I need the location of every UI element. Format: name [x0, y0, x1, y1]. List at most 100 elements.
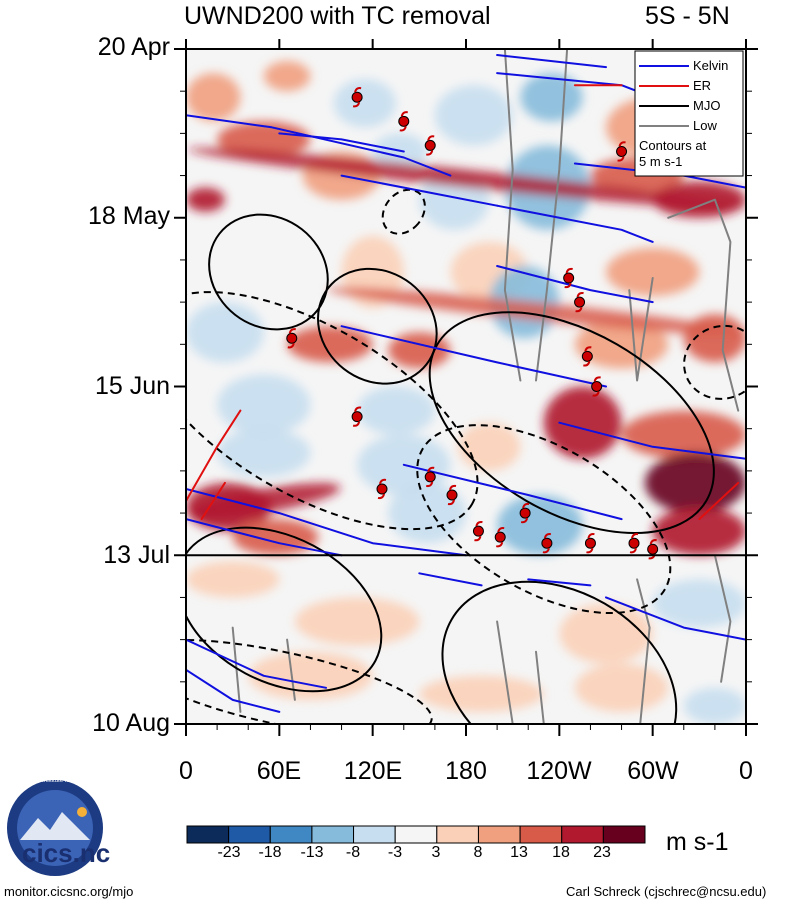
heatmap-cell: [644, 452, 746, 514]
heatmap-cell: [419, 675, 544, 712]
tick-layer: [174, 39, 758, 736]
heatmap-cell: [232, 229, 326, 291]
logo-text: cics.nc: [22, 838, 111, 868]
heatmap-cell: [520, 73, 583, 122]
colorbar-swatch: [353, 825, 396, 844]
y-tick-label: 20 Apr: [97, 33, 170, 61]
heatmap-streak: [187, 483, 341, 519]
mjo-contour-negative: [186, 291, 479, 531]
chart-region: 5S - 5N: [645, 2, 730, 30]
tropical-cyclone-icon: [472, 520, 484, 542]
heatmap-cell: [574, 663, 669, 712]
colorbar-label: 23: [593, 844, 611, 861]
tropical-cyclone-icon: [376, 478, 388, 500]
tropical-cyclone-icon: [647, 539, 659, 560]
x-tick-label: 60E: [256, 757, 302, 785]
kelvin-contour: [496, 204, 654, 243]
kelvin-contour: [186, 114, 452, 177]
heatmap-cell: [543, 386, 622, 459]
kelvin-contour: [527, 578, 592, 587]
x-tick-label: 0: [179, 757, 193, 785]
heatmap-cell: [606, 247, 700, 297]
low-contour: [628, 277, 654, 382]
legend-note: Contours at: [639, 138, 707, 153]
y-tick-label: 15 Jun: [94, 372, 170, 400]
colorbar-label: 18: [552, 844, 570, 861]
heatmap-cell: [683, 314, 746, 363]
er-contour: [186, 409, 242, 502]
x-tick-label: 0: [739, 757, 753, 785]
heatmap-cell: [497, 494, 583, 556]
legend-label-low: Low: [693, 118, 717, 133]
heatmap-streak: [187, 147, 745, 210]
tropical-cyclone-icon: [628, 533, 640, 554]
kelvin-contour: [496, 265, 654, 304]
mjo-contour-negative: [381, 188, 426, 235]
mjo-contour-positive: [186, 526, 383, 693]
heatmap-cell: [458, 422, 521, 471]
mjo-contour-negative: [186, 638, 433, 724]
logo-sun-icon: [77, 807, 87, 817]
low-contour: [231, 626, 242, 713]
kelvin-contour: [340, 325, 607, 388]
y-tick-label: 18 May: [88, 202, 170, 230]
heatmap-cell: [450, 591, 544, 640]
mjo-contour-positive: [317, 267, 438, 385]
kelvin-contour: [186, 488, 467, 557]
low-contour: [503, 49, 522, 382]
y-tick-label: 10 Aug: [92, 709, 170, 737]
tropical-cyclone-icon: [424, 135, 436, 156]
kelvin-contour: [278, 132, 405, 153]
y-tick-label: 13 Jul: [103, 541, 170, 569]
kelvin-contour: [402, 463, 623, 521]
colorbar-swatch: [561, 825, 604, 844]
x-tick-label: 120E: [343, 757, 403, 785]
heatmap-cell: [287, 326, 373, 363]
tropical-cyclone-icon: [581, 346, 593, 367]
heatmap-cell: [294, 597, 420, 646]
colorbar-swatch: [477, 825, 521, 844]
kelvin-contour: [340, 174, 499, 207]
low-contour: [535, 49, 569, 382]
tropical-cyclone-icon: [584, 533, 596, 554]
colorbar-label: 8: [473, 844, 483, 861]
heatmap-cell: [217, 428, 311, 477]
er-contour: [200, 481, 226, 521]
colorbar-swatch: [311, 825, 355, 844]
tropical-cyclone-icon: [286, 328, 298, 349]
heatmap-cell: [186, 302, 264, 363]
x-tick-label: 60W: [627, 757, 679, 785]
low-contour: [713, 554, 732, 683]
colorbar-label: -18: [258, 844, 282, 861]
heatmap-cell: [232, 519, 319, 556]
tropical-cyclone-icon: [446, 484, 458, 506]
colorbar-units: m s-1: [666, 828, 729, 856]
footer-author: Carl Schreck (cjschrec@ncsu.edu): [566, 884, 767, 899]
tropical-cyclone-icon: [519, 502, 531, 524]
heatmap-streak: [327, 287, 745, 335]
tropical-cyclone-icon: [398, 111, 410, 132]
heatmap-cell: [652, 507, 746, 556]
colorbar: [186, 825, 646, 844]
heatmap-cell: [683, 687, 746, 724]
logo: [7, 780, 103, 876]
tropical-cyclone-icon: [616, 141, 628, 162]
heatmap-cell: [186, 73, 241, 122]
colorbar-swatch: [394, 825, 438, 844]
low-contour: [496, 620, 514, 724]
contour-layer: [186, 49, 746, 724]
heatmap-cell: [434, 85, 513, 146]
tropical-cyclone-icon: [574, 291, 586, 313]
low-contour: [667, 198, 740, 412]
kelvin-contour: [558, 421, 746, 460]
kelvin-contour: [418, 572, 483, 587]
x-tick-label: 120W: [526, 757, 592, 785]
colorbar-label: -3: [387, 844, 403, 861]
colorbar-label: -13: [300, 844, 324, 861]
tropical-cyclone-icon: [591, 376, 603, 397]
logo-mountain-icon: [20, 812, 90, 840]
kelvin-contour: [496, 54, 607, 69]
colorbar-swatch: [519, 825, 563, 844]
tropical-cyclone-icon: [541, 533, 553, 554]
